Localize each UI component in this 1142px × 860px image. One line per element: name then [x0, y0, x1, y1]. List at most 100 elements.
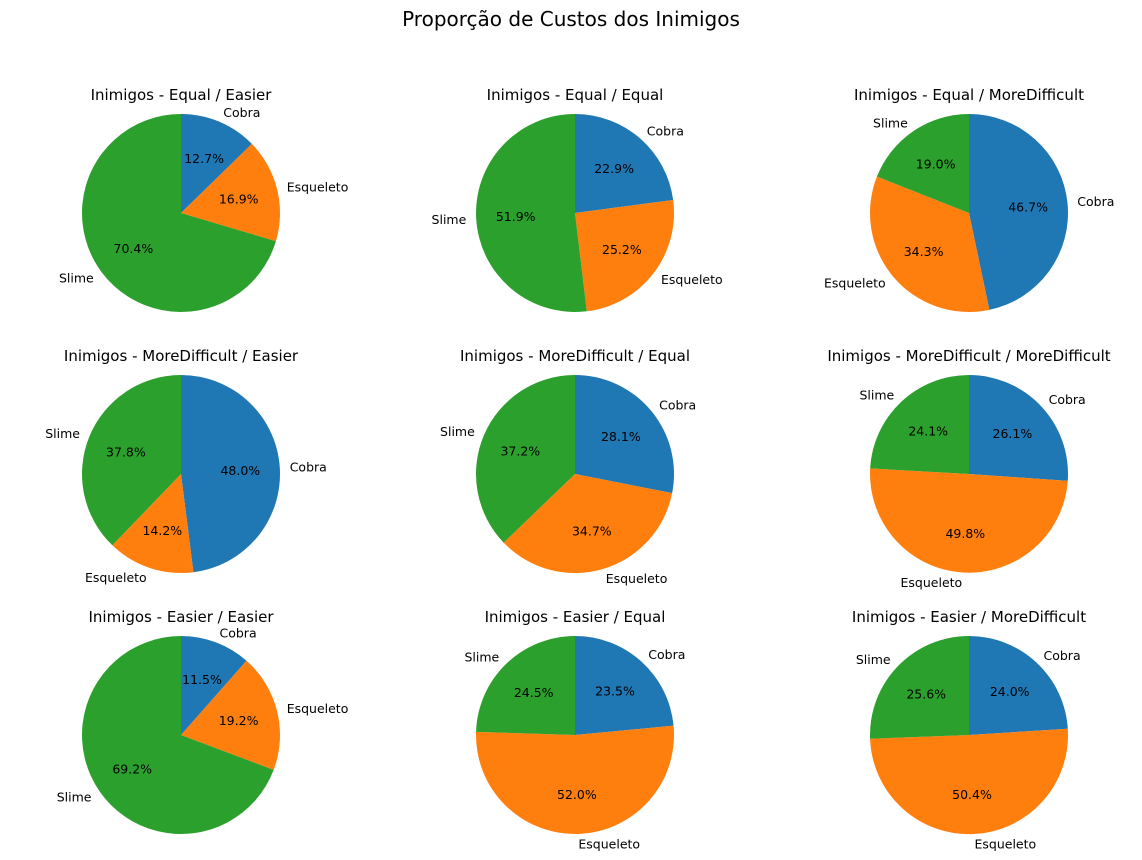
pie-chart: Inimigos - Equal / Easier 12.7% Cobra 16.9%…: [59, 86, 348, 312]
pie-chart: Inimigos - Easier / Equal 23.5% Cobra 52.0%…: [464, 608, 685, 851]
pie-slice-esqueleto: [869, 176, 990, 313]
pie-category-label: Cobra: [290, 460, 327, 475]
pie-slice-slime: [869, 636, 969, 739]
pie-percent-label: 26.1%: [993, 426, 1033, 441]
pie-slice-cobra: [969, 114, 1069, 310]
pie-title: Inimigos - MoreDifficult / MoreDifficult: [827, 347, 1110, 365]
pie-slice-esqueleto: [181, 143, 280, 242]
pie-slice-cobra: [181, 636, 247, 735]
pie-category-label: Esqueleto: [975, 836, 1037, 851]
pie-category-label: Cobra: [659, 397, 696, 412]
pie-slice-slime: [82, 375, 181, 546]
pie-grid: Inimigos - Equal / Easier 12.7% Cobra 16.9%…: [45, 86, 1114, 851]
pie-category-label: Esqueleto: [287, 701, 349, 716]
pie-chart: Inimigos - MoreDifficult / Easier 48.0% Co…: [45, 347, 327, 585]
pie-title: Inimigos - Easier / MoreDifficult: [852, 608, 1086, 626]
pie-percent-label: 23.5%: [595, 684, 635, 699]
pie-slice-slime: [476, 114, 587, 312]
pie-title: Inimigos - Equal / Equal: [487, 86, 664, 104]
pie-slice-cobra: [575, 114, 674, 213]
pie-percent-label: 70.4%: [114, 241, 154, 256]
pie-percent-label: 19.0%: [916, 156, 956, 171]
pie-title: Inimigos - Equal / MoreDifficult: [854, 86, 1084, 104]
pie-percent-label: 14.2%: [142, 523, 182, 538]
pie-slice-cobra: [181, 375, 281, 573]
pie-percent-label: 22.9%: [594, 161, 634, 176]
pie-slice-cobra: [969, 636, 1068, 735]
pie-slice-esqueleto: [870, 728, 1069, 835]
pie-category-label: Esqueleto: [901, 575, 963, 590]
pie-slice-slime: [81, 113, 276, 312]
pie-category-label: Esqueleto: [85, 570, 147, 585]
pie-chart: Inimigos - Easier / MoreDifficult 24.0% Co…: [852, 608, 1086, 851]
pie-chart: Inimigos - Easier / Easier 11.5% Cobra 19.2…: [57, 608, 349, 834]
pie-slice-cobra: [575, 375, 675, 494]
pie-chart: Inimigos - Equal / MoreDifficult 46.7% Cob…: [824, 86, 1114, 313]
pie-category-label: Cobra: [647, 124, 684, 139]
pie-slice-slime: [81, 635, 274, 834]
pie-title: Inimigos - MoreDifficult / Easier: [64, 347, 299, 365]
pie-category-label: Slime: [440, 424, 475, 439]
pie-percent-label: 49.8%: [945, 526, 985, 541]
pie-slice-slime: [870, 375, 969, 474]
pie-percent-label: 28.1%: [601, 429, 641, 444]
pie-slice-esqueleto: [575, 199, 675, 312]
pie-slice-cobra: [575, 636, 674, 735]
pie-title: Inimigos - MoreDifficult / Equal: [460, 347, 690, 365]
pie-percent-label: 34.3%: [904, 244, 944, 259]
pie-category-label: Slime: [873, 115, 908, 130]
pie-percent-label: 37.2%: [500, 443, 540, 458]
pie-percent-label: 24.0%: [990, 684, 1030, 699]
pie-slice-esqueleto: [476, 725, 675, 835]
pie-category-label: Cobra: [1077, 194, 1114, 209]
pie-category-label: Esqueleto: [578, 836, 640, 851]
pie-percent-label: 52.0%: [557, 787, 597, 802]
pie-slice-esqueleto: [112, 474, 194, 574]
pie-percent-label: 12.7%: [184, 151, 224, 166]
pie-slice-esqueleto: [870, 468, 1068, 573]
pie-slice-slime: [476, 375, 575, 543]
pie-percent-label: 50.4%: [952, 787, 992, 802]
pie-category-label: Slime: [859, 387, 894, 402]
pie-category-label: Cobra: [1044, 648, 1081, 663]
pie-chart: Inimigos - MoreDifficult / MoreDifficult…: [827, 347, 1110, 590]
pie-category-label: Cobra: [223, 105, 260, 120]
pie-slice-esqueleto: [181, 660, 280, 770]
pie-chart: Inimigos - Equal / Equal 22.9% Cobra 25.2% E…: [432, 86, 723, 312]
pie-category-label: Esqueleto: [606, 571, 668, 586]
pie-slice-slime: [876, 113, 969, 213]
pie-percent-label: 34.7%: [572, 524, 612, 539]
pie-slice-cobra: [181, 114, 252, 213]
pie-slice-cobra: [969, 375, 1068, 481]
pie-slice-slime: [476, 636, 575, 735]
pie-percent-label: 51.9%: [496, 209, 536, 224]
pie-category-label: Esqueleto: [824, 276, 886, 291]
pie-percent-label: 11.5%: [182, 672, 222, 687]
pie-category-label: Esqueleto: [661, 272, 723, 287]
pie-title: Inimigos - Easier / Equal: [485, 608, 666, 626]
pie-percent-label: 16.9%: [219, 191, 259, 206]
pie-percent-label: 19.2%: [219, 713, 259, 728]
pie-category-label: Slime: [464, 649, 499, 664]
pie-category-label: Slime: [856, 652, 891, 667]
pie-chart: Inimigos - MoreDifficult / Equal 28.1% Cob…: [440, 347, 696, 586]
pie-percent-label: 69.2%: [112, 761, 152, 776]
pie-title: Inimigos - Equal / Easier: [91, 86, 273, 104]
pie-percent-label: 25.2%: [602, 242, 642, 257]
pie-percent-label: 37.8%: [106, 444, 146, 459]
pie-title: Inimigos - Easier / Easier: [88, 608, 274, 626]
pie-category-label: Slime: [45, 426, 80, 441]
pie-category-label: Slime: [432, 212, 467, 227]
pie-percent-label: 46.7%: [1008, 199, 1048, 214]
pie-category-label: Cobra: [1049, 392, 1086, 407]
pie-percent-label: 24.1%: [908, 423, 948, 438]
figure-title: Proporção de Custos dos Inimigos: [402, 7, 740, 31]
pie-category-label: Slime: [59, 271, 94, 286]
pie-percent-label: 24.5%: [514, 685, 554, 700]
pie-category-label: Esqueleto: [287, 179, 349, 194]
pie-percent-label: 25.6%: [906, 686, 946, 701]
pie-category-label: Cobra: [220, 626, 257, 641]
pie-percent-label: 48.0%: [220, 463, 260, 478]
pie-slice-esqueleto: [503, 474, 673, 573]
